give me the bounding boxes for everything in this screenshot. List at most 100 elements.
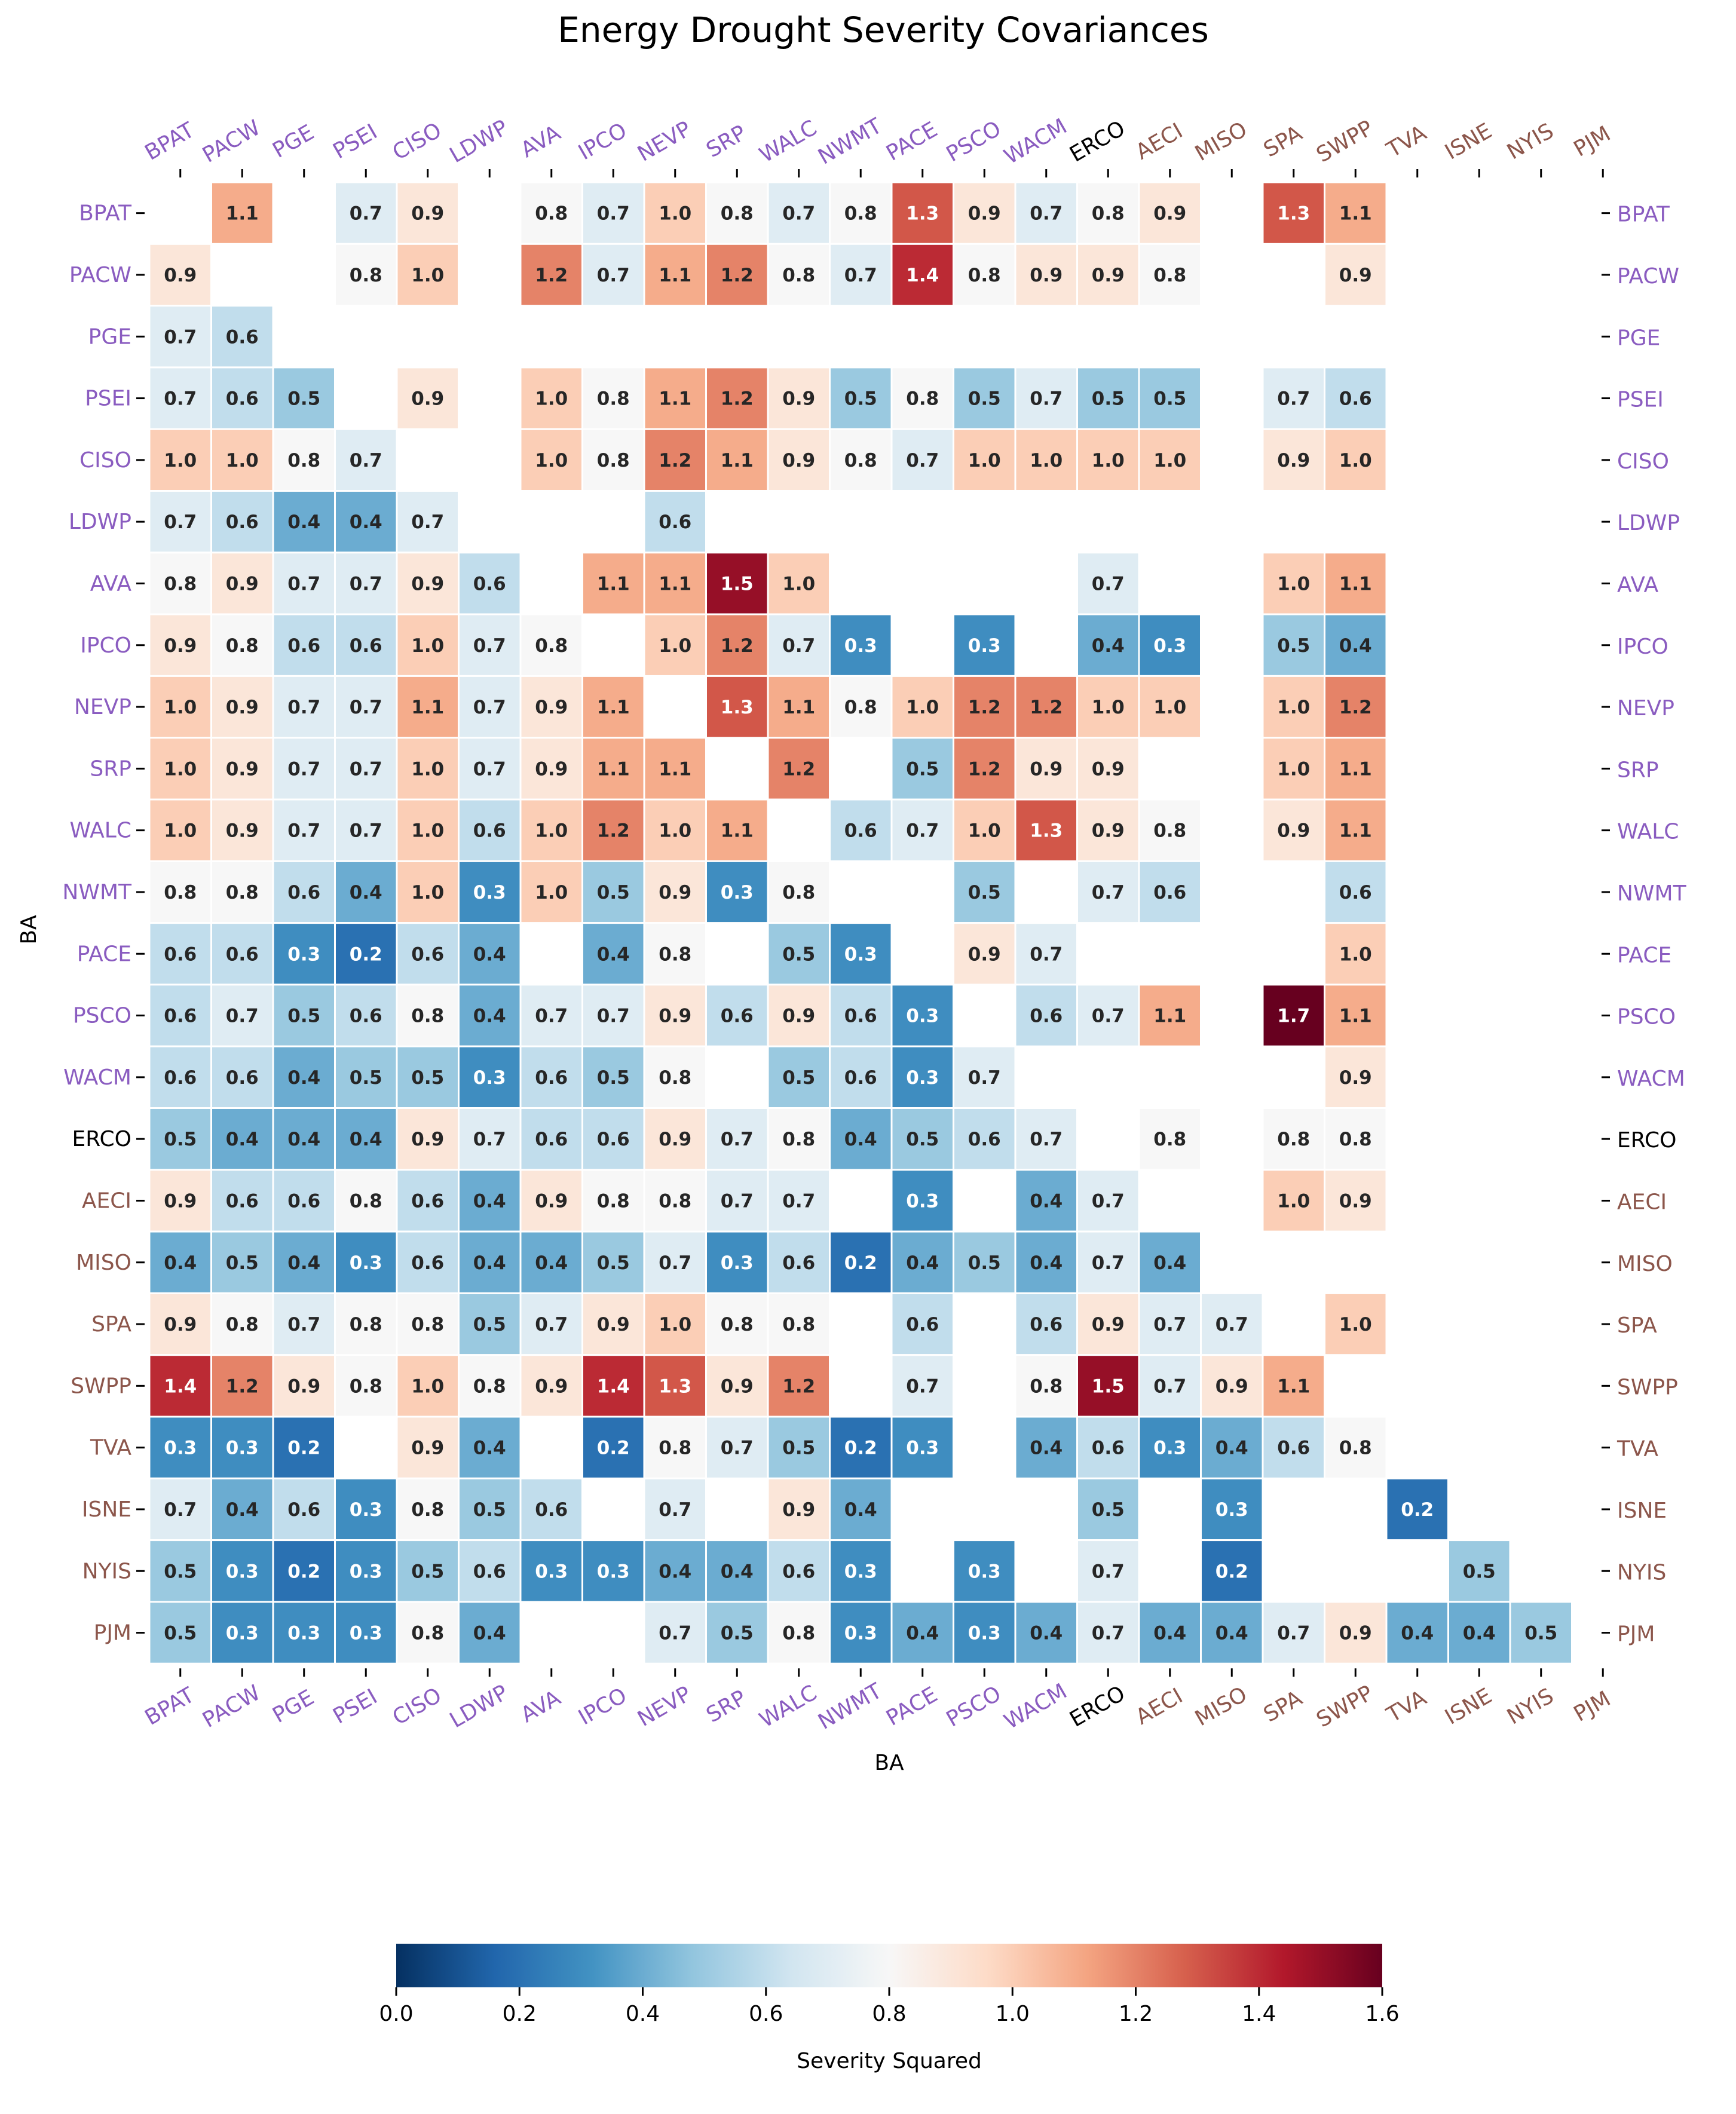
cell-value-label: 1.0 bbox=[1277, 573, 1310, 595]
heatmap-cell bbox=[519, 860, 583, 924]
y-tick-label-right: MISO bbox=[1617, 1252, 1673, 1276]
heatmap-cell bbox=[210, 1601, 274, 1665]
heatmap-cell bbox=[272, 613, 336, 677]
heatmap-cell bbox=[1076, 613, 1140, 677]
cell-value-label: 0.5 bbox=[1092, 1499, 1125, 1521]
y-tick-label-right: TVA bbox=[1616, 1437, 1658, 1462]
heatmap-cell bbox=[1138, 1354, 1202, 1418]
cell-value-label: 1.5 bbox=[721, 573, 754, 595]
cell-value-label: 0.8 bbox=[1339, 1438, 1372, 1459]
cell-value-label: 1.0 bbox=[659, 203, 691, 225]
heatmap-cell bbox=[1014, 675, 1078, 739]
cell-value-label: 0.8 bbox=[1339, 1129, 1372, 1150]
heatmap-cell bbox=[767, 984, 831, 1047]
heatmap-cell bbox=[953, 366, 1017, 430]
heatmap-cell bbox=[334, 428, 398, 492]
heatmap-cell bbox=[953, 737, 1017, 801]
heatmap-cell bbox=[829, 1230, 893, 1294]
cell-value-label: 0.8 bbox=[597, 1190, 630, 1212]
cell-value-label: 0.8 bbox=[164, 882, 197, 903]
cell-value-label: 1.0 bbox=[1339, 1314, 1372, 1335]
y-tick-label-right: PSEI bbox=[1617, 388, 1664, 412]
cell-value-label: 0.9 bbox=[1092, 265, 1125, 286]
heatmap-cell bbox=[210, 860, 274, 924]
cell-value-label: 0.7 bbox=[473, 758, 506, 780]
x-tick-label-top: SRP bbox=[702, 121, 751, 163]
cell-value-label: 0.6 bbox=[535, 1129, 568, 1150]
cell-value-label: 0.9 bbox=[597, 1314, 630, 1335]
heatmap-cell bbox=[519, 1354, 583, 1418]
cell-value-label: 0.3 bbox=[287, 943, 320, 965]
heatmap-cell bbox=[1076, 1354, 1140, 1418]
cell-value-label: 1.1 bbox=[1339, 1006, 1372, 1027]
cell-value-label: 0.6 bbox=[164, 1067, 197, 1089]
heatmap-cell bbox=[1138, 1230, 1202, 1294]
cell-value-label: 0.9 bbox=[226, 573, 259, 595]
cell-value-label: 0.9 bbox=[1339, 1190, 1372, 1212]
cell-value-label: 0.8 bbox=[659, 1190, 691, 1212]
cell-value-label: 0.9 bbox=[1092, 758, 1125, 780]
heatmap-cell bbox=[890, 1045, 954, 1109]
cell-value-label: 0.7 bbox=[1092, 882, 1125, 903]
cell-value-label: 0.4 bbox=[1463, 1623, 1496, 1644]
heatmap-cell bbox=[519, 1477, 583, 1542]
x-tick-label-top: PSEI bbox=[329, 120, 382, 164]
cell-value-label: 1.0 bbox=[411, 882, 444, 903]
cell-value-label: 0.9 bbox=[1277, 450, 1310, 471]
left-axis-labels: BPAT PACW PGE PSEI CISO LDWP AVA IPCO NEVP SRP WAL… bbox=[62, 201, 132, 1646]
cell-value-label: 1.1 bbox=[411, 697, 444, 718]
cell-value-label: 1.0 bbox=[411, 635, 444, 657]
cell-value-label: 0.6 bbox=[287, 1499, 320, 1521]
heatmap-cell bbox=[1262, 1601, 1325, 1665]
cell-value-label: 0.3 bbox=[287, 1623, 320, 1644]
cell-value-label: 1.0 bbox=[535, 882, 568, 903]
cell-value-label: 0.8 bbox=[721, 1314, 754, 1335]
y-tick-label-left: NEVP bbox=[74, 695, 131, 719]
cell-value-label: 0.9 bbox=[1339, 265, 1372, 286]
cell-value-label: 0.7 bbox=[782, 203, 815, 225]
cell-value-label: 0.4 bbox=[1092, 635, 1125, 657]
heatmap-cell bbox=[643, 552, 707, 615]
heatmap-cell bbox=[767, 675, 831, 739]
x-tick-label-bottom: WALC bbox=[755, 1681, 821, 1733]
heatmap-cell bbox=[1262, 984, 1325, 1047]
cell-value-label: 0.2 bbox=[287, 1561, 320, 1582]
heatmap-cell bbox=[767, 1539, 831, 1603]
colorbar-tick-label: 0.4 bbox=[626, 2002, 660, 2026]
cell-value-label: 0.4 bbox=[906, 1252, 939, 1274]
x-tick-label-bottom: PACW bbox=[198, 1680, 265, 1733]
cell-value-label: 1.0 bbox=[535, 820, 568, 842]
heatmap-cell bbox=[148, 737, 212, 801]
cell-value-label: 0.3 bbox=[226, 1623, 259, 1644]
heatmap-cell bbox=[643, 243, 707, 307]
cell-value-label: 0.9 bbox=[1339, 1067, 1372, 1089]
cell-value-label: 0.7 bbox=[287, 758, 320, 780]
cell-value-label: 1.1 bbox=[226, 203, 259, 225]
cell-value-label: 0.6 bbox=[1030, 1006, 1063, 1027]
cell-value-label: 0.7 bbox=[721, 1129, 754, 1150]
cell-value-label: 0.8 bbox=[535, 203, 568, 225]
heatmap-cell bbox=[1324, 1107, 1388, 1171]
heatmap-cell bbox=[643, 798, 707, 862]
heatmap-cell bbox=[396, 1107, 460, 1171]
cell-value-label: 0.6 bbox=[782, 1252, 815, 1274]
cell-value-label: 0.6 bbox=[1153, 882, 1186, 903]
heatmap-cell bbox=[643, 181, 707, 245]
heatmap-cell bbox=[272, 1107, 336, 1171]
heatmap-cell bbox=[705, 675, 769, 739]
cell-value-label: 0.9 bbox=[721, 1375, 754, 1397]
cell-value-label: 1.2 bbox=[1339, 697, 1372, 718]
cell-value-label: 0.4 bbox=[473, 1190, 506, 1212]
cell-value-label: 0.8 bbox=[782, 882, 815, 903]
cell-value-label: 0.9 bbox=[164, 635, 197, 657]
cell-value-label: 0.8 bbox=[1277, 1129, 1310, 1150]
cell-value-label: 0.8 bbox=[535, 635, 568, 657]
heatmap-cell bbox=[829, 1045, 893, 1109]
y-tick-label-right: BPAT bbox=[1617, 203, 1670, 227]
cell-value-label: 1.1 bbox=[721, 820, 754, 842]
heatmap-cell bbox=[890, 1292, 954, 1356]
cell-value-label: 0.2 bbox=[844, 1438, 877, 1459]
heatmap-cell bbox=[705, 552, 769, 615]
x-tick-label-top: PJM bbox=[1570, 121, 1615, 161]
y-tick-label-left: MISO bbox=[76, 1251, 131, 1275]
